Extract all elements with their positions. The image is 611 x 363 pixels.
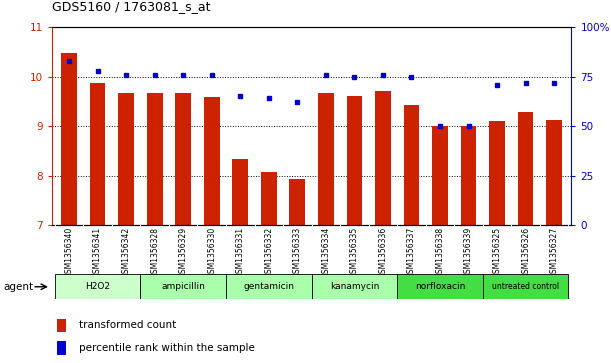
- Text: kanamycin: kanamycin: [330, 282, 379, 291]
- FancyBboxPatch shape: [226, 274, 312, 299]
- Text: transformed count: transformed count: [79, 321, 177, 330]
- Bar: [119, 94, 134, 225]
- Text: gentamicin: gentamicin: [243, 282, 295, 291]
- Text: agent: agent: [3, 282, 33, 292]
- Text: percentile rank within the sample: percentile rank within the sample: [79, 343, 255, 353]
- Bar: [57, 342, 67, 355]
- Text: GSM1356330: GSM1356330: [207, 227, 216, 278]
- Bar: [404, 105, 419, 225]
- Text: GSM1356339: GSM1356339: [464, 227, 473, 278]
- Text: GSM1356340: GSM1356340: [65, 227, 73, 278]
- Bar: [175, 94, 191, 225]
- Bar: [204, 97, 219, 225]
- Text: GSM1356333: GSM1356333: [293, 227, 302, 278]
- Bar: [461, 126, 477, 225]
- Text: GSM1356328: GSM1356328: [150, 227, 159, 278]
- Text: GSM1356341: GSM1356341: [93, 227, 102, 278]
- FancyBboxPatch shape: [312, 274, 397, 299]
- Text: GSM1356342: GSM1356342: [122, 227, 131, 278]
- Bar: [546, 120, 562, 225]
- Text: GSM1356337: GSM1356337: [407, 227, 416, 278]
- Text: GDS5160 / 1763081_s_at: GDS5160 / 1763081_s_at: [52, 0, 210, 13]
- Text: GSM1356331: GSM1356331: [236, 227, 245, 278]
- Text: GSM1356334: GSM1356334: [321, 227, 331, 278]
- Text: GSM1356336: GSM1356336: [378, 227, 387, 278]
- Bar: [261, 172, 277, 225]
- Text: H2O2: H2O2: [85, 282, 110, 291]
- Text: GSM1356335: GSM1356335: [350, 227, 359, 278]
- Text: GSM1356325: GSM1356325: [492, 227, 502, 278]
- Bar: [518, 112, 533, 225]
- Bar: [147, 94, 163, 225]
- Text: GSM1356338: GSM1356338: [436, 227, 445, 278]
- Text: norfloxacin: norfloxacin: [415, 282, 465, 291]
- Bar: [290, 179, 305, 225]
- Text: ampicillin: ampicillin: [161, 282, 205, 291]
- FancyBboxPatch shape: [141, 274, 226, 299]
- Bar: [432, 126, 448, 225]
- Bar: [346, 97, 362, 225]
- Bar: [489, 121, 505, 225]
- Text: GSM1356329: GSM1356329: [178, 227, 188, 278]
- FancyBboxPatch shape: [397, 274, 483, 299]
- FancyBboxPatch shape: [55, 274, 141, 299]
- Bar: [232, 159, 248, 225]
- Bar: [375, 90, 391, 225]
- Text: GSM1356332: GSM1356332: [265, 227, 273, 278]
- Text: untreated control: untreated control: [492, 282, 559, 291]
- Text: GSM1356327: GSM1356327: [550, 227, 558, 278]
- Bar: [318, 94, 334, 225]
- Bar: [61, 53, 77, 225]
- Text: GSM1356326: GSM1356326: [521, 227, 530, 278]
- FancyBboxPatch shape: [483, 274, 568, 299]
- Bar: [90, 83, 106, 225]
- Bar: [57, 319, 67, 332]
